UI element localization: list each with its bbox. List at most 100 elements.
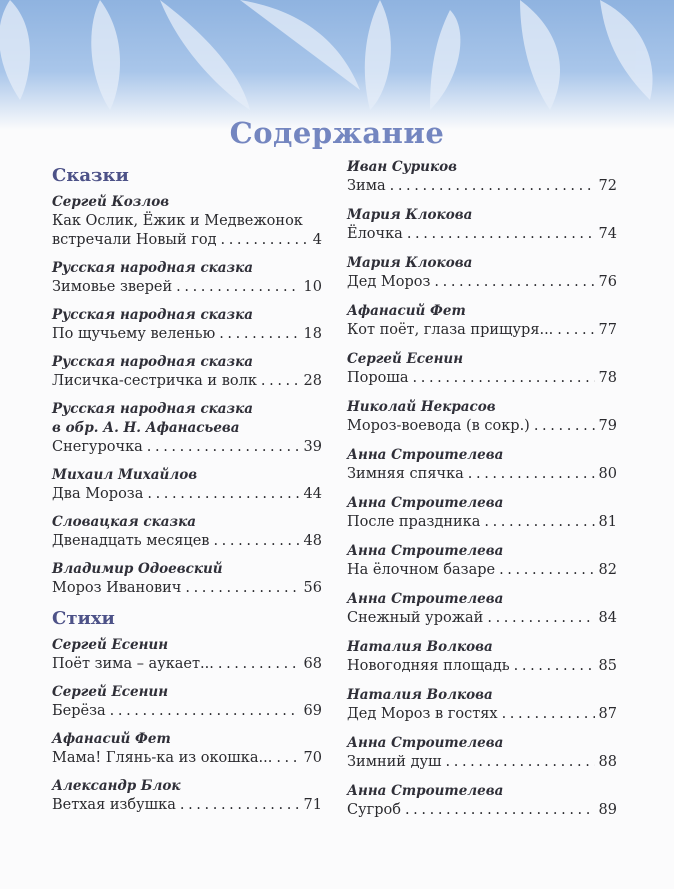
entry-author: Владимир Одоевский: [52, 561, 223, 577]
toc-entry[interactable]: Анна Строителева Зимняя спячка 80: [347, 446, 617, 484]
toc-entry[interactable]: Афанасий Фет Кот поёт, глаза прищуря... 77: [347, 302, 617, 340]
toc-entry[interactable]: Александр Блок Ветхая избушка 71: [52, 777, 322, 815]
toc-entry[interactable]: Мария Клокова Ёлочка 74: [347, 206, 617, 244]
section-heading-tales: Сказки: [52, 165, 129, 186]
entry-author: Наталия Волкова: [347, 639, 493, 655]
dot-leader: [487, 609, 594, 628]
dot-leader: [221, 231, 309, 250]
ornament-image: [0, 0, 653, 110]
entry-author: Иван Суриков: [347, 159, 457, 175]
toc-entry[interactable]: Сергей Есенин Поёт зима – аукает... 68: [52, 636, 322, 674]
section-heading-poems: Стихи: [52, 608, 115, 629]
entry-author: Мария Клокова: [347, 207, 473, 223]
entry-title: Поёт зима – аукает...: [52, 656, 214, 672]
dot-leader: [499, 561, 594, 580]
dot-leader: [219, 325, 299, 344]
entry-title: Новогодняя площадь: [347, 658, 510, 674]
entry-title: Снежный урожай: [347, 610, 484, 626]
dot-leader: [180, 796, 300, 815]
entry-page-number: 82: [598, 562, 617, 578]
entry-author: Сергей Есенин: [52, 684, 169, 700]
toc-entry[interactable]: Русская народная сказка По щучьему велень…: [52, 306, 322, 344]
toc-entry[interactable]: Словацкая сказка Двенадцать месяцев 48: [52, 513, 322, 551]
toc-entry[interactable]: Анна Строителева Снежный урожай 84: [347, 590, 617, 628]
dot-leader: [557, 321, 594, 340]
entry-title: Берёза: [52, 703, 106, 719]
toc-entry[interactable]: Михаил Михайлов Два Мороза 44: [52, 466, 322, 504]
dot-leader: [407, 225, 595, 244]
dot-leader: [261, 372, 300, 391]
entry-title: Два Мороза: [52, 486, 144, 502]
entry-title: Мама! Глянь-ка из окошка...: [52, 750, 273, 766]
toc-entry[interactable]: Анна Строителева После праздника 81: [347, 494, 617, 532]
toc-entry[interactable]: Русская народная сказка Зимовье зверей 10: [52, 259, 322, 297]
toc-entry[interactable]: Николай Некрасов Мороз-воевода (в сокр.) 7…: [347, 398, 617, 436]
entry-author: Сергей Есенин: [52, 637, 169, 653]
entry-page-number: 89: [598, 802, 617, 818]
entry-author: Русская народная сказка: [52, 307, 254, 323]
entry-author: Русская народная сказка: [52, 401, 254, 417]
dot-leader: [468, 465, 595, 484]
entry-author: Анна Строителева: [347, 735, 504, 751]
dot-leader: [147, 438, 300, 457]
toc-entry[interactable]: Наталия Волкова Новогодняя площадь 85: [347, 638, 617, 676]
toc-entry[interactable]: Анна Строителева Сугроб 89: [347, 782, 617, 820]
toc-entry[interactable]: Русская народная сказка Лисичка-сестричка…: [52, 353, 322, 391]
entry-page-number: 72: [598, 178, 617, 194]
entry-page-number: 28: [303, 373, 322, 389]
entry-page-number: 39: [303, 439, 322, 455]
entry-page-number: 56: [303, 580, 322, 596]
entry-author: Анна Строителева: [347, 543, 504, 559]
entry-title: Зимовье зверей: [52, 279, 173, 295]
entry-author: Михаил Михайлов: [52, 467, 198, 483]
dot-leader: [405, 801, 595, 820]
entry-page-number: 78: [598, 370, 617, 386]
entry-author: Александр Блок: [52, 778, 181, 794]
decorative-banner: [0, 0, 674, 130]
entry-author: Анна Строителева: [347, 591, 504, 607]
entry-title: Дед Мороз в гостях: [347, 706, 498, 722]
toc-entry[interactable]: Сергей Есенин Пороша 78: [347, 350, 617, 388]
right-column: Иван СуриковЗима72Мария КлоковаЁлочка74М…: [347, 158, 617, 830]
entry-title: Ёлочка: [347, 226, 403, 242]
entry-page-number: 44: [303, 486, 322, 502]
toc-entry[interactable]: Сергей Есенин Берёза 69: [52, 683, 322, 721]
entry-page-number: 18: [303, 326, 322, 342]
toc-entry[interactable]: Владимир Одоевский Мороз Иванович 56: [52, 560, 322, 598]
toc-entry[interactable]: Афанасий Фет Мама! Глянь-ка из окошка... 7…: [52, 730, 322, 768]
entry-page-number: 10: [303, 279, 322, 295]
entry-author: Наталия Волкова: [347, 687, 493, 703]
toc-entry[interactable]: Анна Строителева Зимний душ 88: [347, 734, 617, 772]
entry-author: Анна Строителева: [347, 447, 504, 463]
toc-entry[interactable]: Мария Клокова Дед Мороз 76: [347, 254, 617, 292]
page-title: Содержание: [229, 116, 445, 150]
entry-page-number: 81: [598, 514, 617, 530]
entry-title: После праздника: [347, 514, 481, 530]
dot-leader: [484, 513, 594, 532]
entry-author: Русская народная сказка: [52, 354, 254, 370]
entry-page-number: 85: [598, 658, 617, 674]
entry-title: Мороз-воевода (в сокр.): [347, 418, 530, 434]
entry-page-number: 77: [598, 322, 617, 338]
entry-page-number: 80: [598, 466, 617, 482]
entry-page-number: 87: [598, 706, 617, 722]
dot-leader: [185, 579, 299, 598]
entry-title: По щучьему веленью: [52, 326, 216, 342]
entry-title: Снегурочка: [52, 439, 143, 455]
toc-entry[interactable]: Сергей Козлов Как Ослик, Ёжик и Медвежоно…: [52, 193, 322, 250]
entry-title: Пороша: [347, 370, 409, 386]
toc-entry[interactable]: Анна Строителева На ёлочном базаре 82: [347, 542, 617, 580]
entry-title-line1: Как Ослик, Ёжик и Медвежонок: [52, 213, 303, 229]
entry-page-number: 68: [303, 656, 322, 672]
entry-title: Двенадцать месяцев: [52, 533, 210, 549]
dot-leader: [110, 702, 300, 721]
entry-author: Сергей Козлов: [52, 194, 170, 210]
toc-entry[interactable]: Русская народная сказка в обр. А. Н. Афан…: [52, 400, 322, 457]
entry-page-number: 4: [312, 232, 322, 248]
toc-entry[interactable]: Наталия Волкова Дед Мороз в гостях 87: [347, 686, 617, 724]
entry-title: Зима: [347, 178, 386, 194]
toc-entry[interactable]: Иван Суриков Зима 72: [347, 158, 617, 196]
entry-author: Афанасий Фет: [347, 303, 466, 319]
entry-page-number: 71: [303, 797, 322, 813]
entry-page-number: 79: [598, 418, 617, 434]
